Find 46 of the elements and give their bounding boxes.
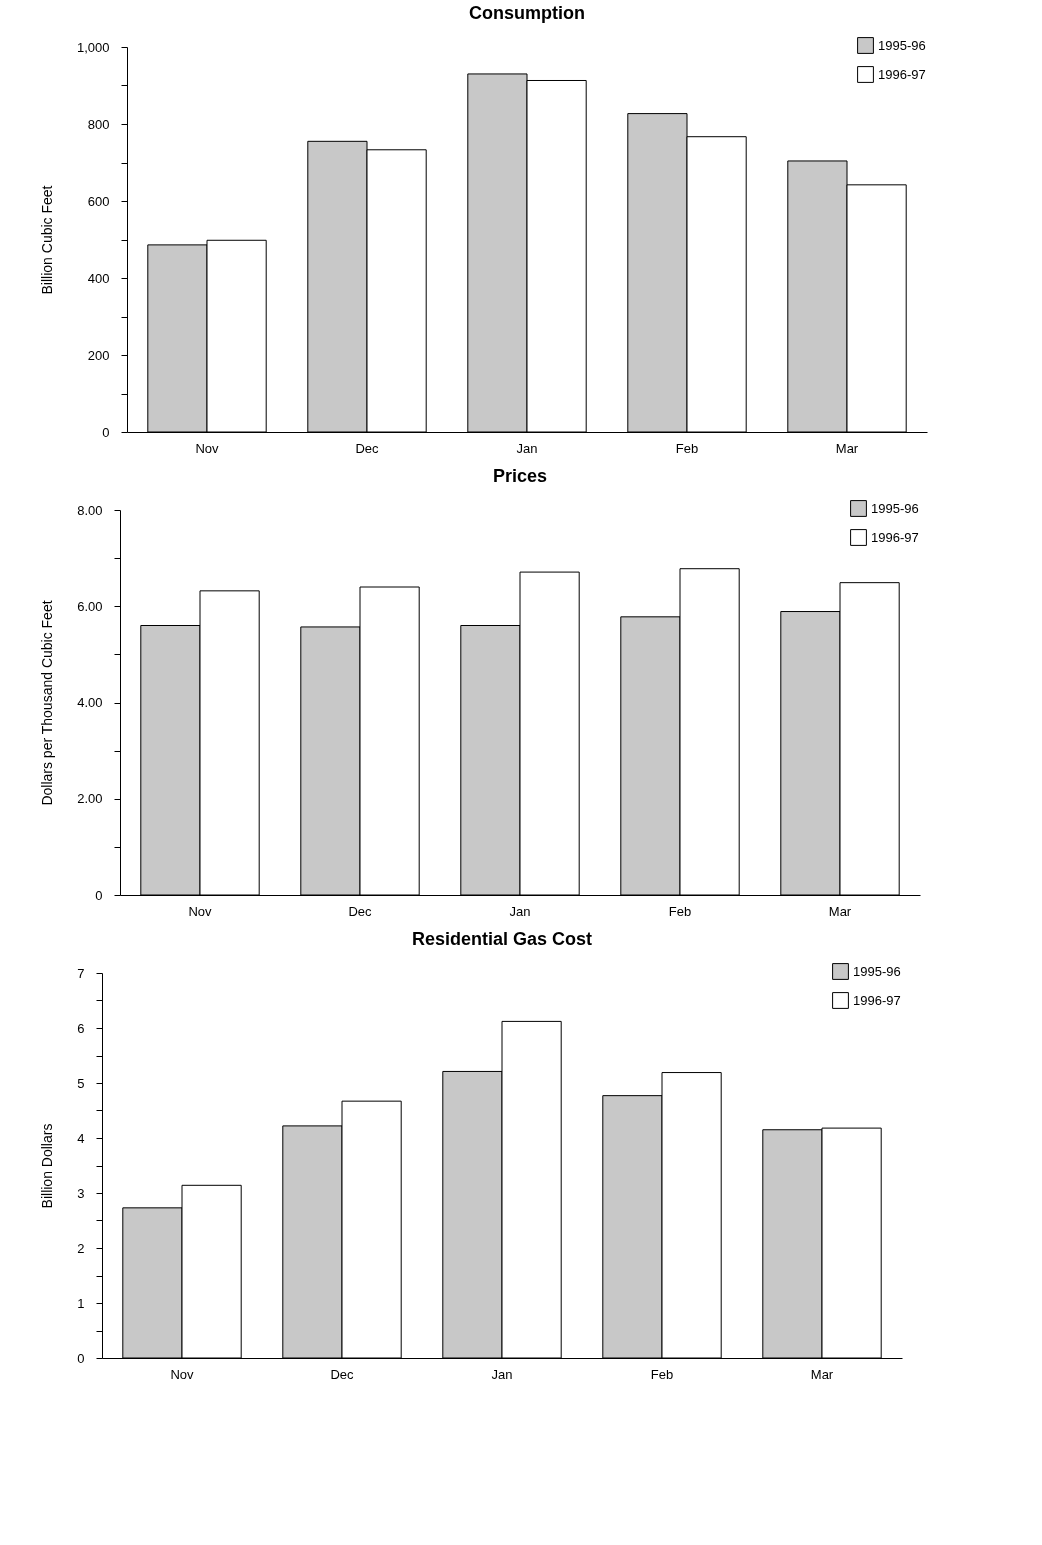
y-axis-title: Billion Dollars	[39, 1123, 56, 1209]
x-tick-label: Jan	[509, 903, 531, 919]
x-tick-label: Mar	[828, 903, 852, 919]
y-tick-label: 0	[95, 887, 103, 903]
legend-label: 1996-97	[871, 529, 919, 545]
x-tick-label: Dec	[348, 903, 373, 919]
y-tick-label: 6.00	[77, 598, 103, 614]
x-tick-label: Mar	[810, 1366, 834, 1382]
x-tick-label: Jan	[491, 1366, 513, 1382]
y-tick-label: 7	[77, 965, 85, 981]
y-tick-label: 2.00	[77, 791, 103, 807]
legend-label: 1996-97	[878, 66, 926, 82]
y-tick-label: 0	[102, 424, 110, 440]
y-tick-label: 400	[87, 270, 110, 286]
y-tick-label: 8.00	[77, 502, 103, 518]
y-tick-label: 3	[77, 1185, 85, 1201]
x-tick-label: Dec	[355, 440, 380, 456]
x-tick-label: Feb	[668, 903, 692, 919]
y-tick-label: 800	[87, 116, 110, 132]
y-axis-title: Billion Cubic Feet	[38, 185, 55, 295]
y-tick-label: 0	[77, 1350, 85, 1366]
y-tick-label: 2	[77, 1240, 85, 1256]
x-tick-label: Dec	[330, 1366, 355, 1382]
y-tick-label: 600	[87, 193, 110, 209]
legend-label: 1995-96	[878, 37, 926, 53]
x-tick-label: Feb	[675, 440, 699, 456]
x-tick-label: Jan	[516, 440, 538, 456]
y-tick-label: 5	[77, 1075, 85, 1091]
legend-label: 1995-96	[871, 500, 919, 516]
y-tick-label: 4	[77, 1130, 85, 1146]
chart-title: Residential Gas Cost	[411, 929, 593, 949]
y-tick-label: 200	[87, 347, 110, 363]
chart-title: Prices	[492, 466, 548, 486]
chart-title: Consumption	[469, 3, 585, 23]
x-tick-label: Mar	[835, 440, 859, 456]
y-tick-label: 1,000	[76, 39, 110, 55]
x-tick-label: Nov	[195, 440, 220, 456]
x-tick-label: Feb	[650, 1366, 674, 1382]
y-axis-title: Dollars per Thousand Cubic Feet	[39, 600, 56, 806]
legend-label: 1996-97	[853, 992, 901, 1008]
x-tick-label: Nov	[188, 903, 213, 919]
legend-label: 1995-96	[853, 963, 901, 979]
y-tick-label: 4.00	[77, 695, 103, 710]
y-tick-label: 1	[77, 1295, 85, 1311]
x-tick-label: Nov	[170, 1366, 195, 1382]
y-tick-label: 6	[77, 1020, 85, 1036]
